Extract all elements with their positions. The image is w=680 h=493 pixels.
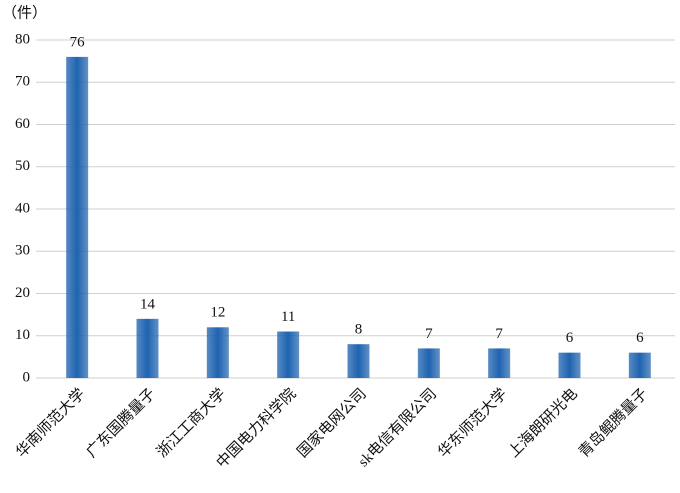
x-tick-label: 上海朗研光电 bbox=[505, 385, 581, 461]
data-label: 7 bbox=[425, 326, 433, 342]
y-tick-label: 40 bbox=[15, 200, 30, 216]
x-tick-label: 青岛鲲腾量子 bbox=[575, 385, 651, 461]
y-tick-label: 70 bbox=[15, 74, 30, 90]
bar bbox=[347, 344, 370, 378]
y-axis-label: （件） bbox=[2, 4, 47, 21]
x-tick-label: 华东师范大学 bbox=[435, 385, 511, 461]
bar bbox=[277, 331, 300, 378]
y-tick-label: 60 bbox=[15, 116, 30, 132]
x-tick-label: 国家电网公司 bbox=[294, 385, 370, 461]
y-tick-label: 0 bbox=[23, 369, 31, 385]
bar bbox=[488, 348, 511, 378]
data-label: 6 bbox=[566, 330, 574, 346]
data-label: 7 bbox=[495, 326, 503, 342]
bar bbox=[66, 56, 89, 379]
bar bbox=[417, 348, 440, 378]
x-tick-label: 华南师范大学 bbox=[13, 385, 89, 461]
y-tick-label: 50 bbox=[15, 158, 30, 174]
y-tick-label: 30 bbox=[15, 243, 30, 259]
data-label: 76 bbox=[70, 34, 86, 50]
bar bbox=[136, 318, 159, 378]
x-tick-label: 浙江工商大学 bbox=[153, 385, 229, 461]
data-label: 6 bbox=[636, 330, 644, 346]
data-label: 11 bbox=[281, 309, 295, 325]
y-tick-label: 10 bbox=[15, 327, 30, 343]
bar bbox=[206, 327, 229, 378]
bar bbox=[558, 352, 581, 378]
x-tick-label: 广东国腾量子 bbox=[83, 385, 159, 461]
bar bbox=[628, 352, 651, 378]
y-tick-label: 80 bbox=[15, 31, 30, 47]
data-label: 8 bbox=[355, 322, 363, 338]
data-label: 14 bbox=[140, 296, 156, 312]
y-tick-label: 20 bbox=[15, 285, 30, 301]
data-label: 12 bbox=[210, 305, 225, 321]
